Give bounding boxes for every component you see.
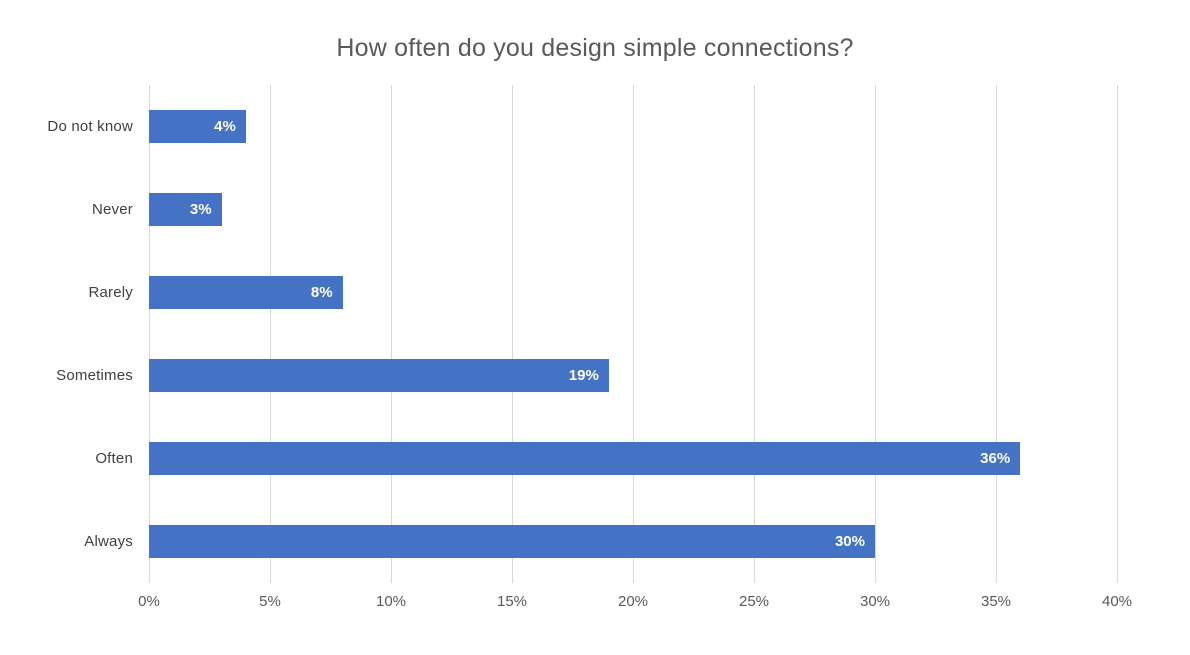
bar-row: 19% xyxy=(149,334,1117,417)
bar: 36% xyxy=(149,442,1021,475)
y-axis-category-labels: Do not know Never Rarely Sometimes Often Alwa… xyxy=(0,85,133,583)
bar: 4% xyxy=(149,110,246,143)
category-label: Often xyxy=(95,450,133,467)
x-axis-tick-label: 10% xyxy=(375,593,407,610)
gridline xyxy=(633,85,634,583)
chart-title: How often do you design simple connectio… xyxy=(336,34,854,62)
gridline xyxy=(391,85,392,583)
bar-value-label: 19% xyxy=(568,367,599,384)
x-axis-tick-label: 15% xyxy=(496,593,528,610)
bar: 19% xyxy=(149,359,609,392)
gridline xyxy=(996,85,997,583)
x-axis: 0% 5% 10% 15% 20% 25% 30% 35% 40% xyxy=(138,593,1132,617)
bar-value-label: 4% xyxy=(214,118,236,135)
bar: 8% xyxy=(149,276,343,309)
x-axis-tick-label: 20% xyxy=(617,593,649,610)
category-label: Never xyxy=(91,201,133,218)
x-axis-tick-label: 35% xyxy=(980,593,1012,610)
bar-value-label: 3% xyxy=(189,201,212,218)
x-axis-tick-label: 30% xyxy=(859,593,891,610)
category-label: Always xyxy=(84,533,133,550)
bar-row: 8% xyxy=(149,251,1117,334)
x-axis-tick-label: 25% xyxy=(738,593,770,610)
plot-area: 4% 3% 8% 19% 36% 30% xyxy=(149,85,1118,583)
bar-row: 4% xyxy=(149,85,1117,168)
gridline xyxy=(1117,85,1118,583)
bar-row: 30% xyxy=(149,500,1117,583)
x-axis-tick-label: 40% xyxy=(1101,593,1133,610)
bar: 30% xyxy=(149,525,875,558)
gridline xyxy=(270,85,271,583)
bar-value-label: 30% xyxy=(834,533,865,550)
bar-row: 36% xyxy=(149,417,1117,500)
category-label: Rarely xyxy=(88,284,133,301)
gridline xyxy=(512,85,513,583)
bar-value-label: 36% xyxy=(980,450,1011,467)
gridline xyxy=(754,85,755,583)
category-label: Do not know xyxy=(47,118,133,135)
bar-value-label: 8% xyxy=(310,284,333,301)
bar-row: 3% xyxy=(149,168,1117,251)
bar: 3% xyxy=(149,193,222,226)
category-label: Sometimes xyxy=(56,367,133,384)
x-axis-tick-label: 5% xyxy=(259,593,281,610)
gridline xyxy=(149,85,150,583)
x-axis-tick-label: 0% xyxy=(138,593,160,610)
gridline xyxy=(875,85,876,583)
